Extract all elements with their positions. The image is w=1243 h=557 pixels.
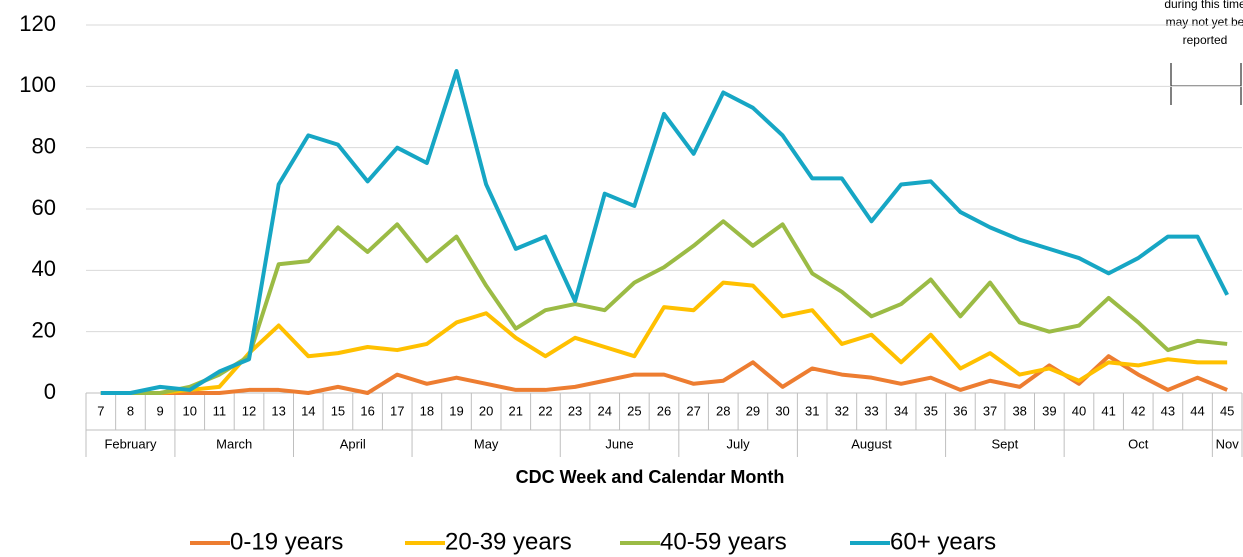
x-tick-label: 7 [97, 403, 104, 418]
x-tick-label: 28 [716, 403, 730, 418]
month-label: March [216, 436, 252, 451]
month-label: Nov [1216, 436, 1240, 451]
x-tick-label: 37 [983, 403, 997, 418]
annotation-bracket [1170, 63, 1242, 105]
month-label: April [340, 436, 366, 451]
x-tick-label: 34 [894, 403, 908, 418]
y-tick-label: 60 [32, 195, 56, 220]
month-label: February [104, 436, 157, 451]
y-tick-label: 0 [44, 379, 56, 404]
x-tick-label: 33 [864, 403, 878, 418]
month-label: August [851, 436, 892, 451]
x-tick-label: 43 [1161, 403, 1175, 418]
x-tick-label: 36 [953, 403, 967, 418]
x-tick-label: 41 [1101, 403, 1115, 418]
x-tick-label: 10 [183, 403, 197, 418]
y-tick-label: 100 [19, 72, 56, 97]
legend-label: 60+ years [890, 528, 996, 555]
y-tick-label: 40 [32, 256, 56, 281]
x-tick-label: 16 [360, 403, 374, 418]
x-tick-label: 13 [271, 403, 285, 418]
annotation: reported [1183, 33, 1228, 47]
x-tick-label: 22 [538, 403, 552, 418]
x-tick-label: 11 [213, 403, 227, 418]
month-label: May [474, 436, 499, 451]
x-tick-label: 27 [686, 403, 700, 418]
y-tick-label: 120 [19, 11, 56, 36]
x-tick-label: 44 [1190, 403, 1204, 418]
x-tick-label: 19 [449, 403, 463, 418]
y-tick-label: 80 [32, 133, 56, 158]
x-tick-label: 12 [242, 403, 256, 418]
x-tick-label: 39 [1042, 403, 1056, 418]
series-line [100, 219, 1228, 395]
x-tick-label: 18 [420, 403, 434, 418]
x-tick-label: 23 [568, 403, 582, 418]
legend-label: 20-39 years [445, 528, 572, 555]
x-tick-label: 26 [657, 403, 671, 418]
month-label: Sept [991, 436, 1018, 451]
x-tick-label: 20 [479, 403, 493, 418]
series-line [100, 69, 1229, 395]
x-tick-label: 45 [1220, 403, 1234, 418]
x-tick-label: 35 [924, 403, 938, 418]
x-tick-label: 40 [1072, 403, 1086, 418]
x-tick-label: 32 [835, 403, 849, 418]
x-axis-title: CDC Week and Calendar Month [516, 467, 785, 487]
series-line [100, 354, 1228, 395]
x-tick-label: 14 [301, 403, 315, 418]
x-tick-label: 9 [156, 403, 163, 418]
x-tick-label: 38 [1012, 403, 1026, 418]
month-label: Oct [1128, 436, 1149, 451]
x-tick-label: 31 [805, 403, 819, 418]
series-line [100, 280, 1228, 395]
month-label: June [605, 436, 633, 451]
month-label: July [727, 436, 751, 451]
annotation: during this time [1164, 0, 1243, 11]
x-tick-label: 29 [746, 403, 760, 418]
x-tick-label: 15 [331, 403, 345, 418]
x-tick-label: 42 [1131, 403, 1145, 418]
annotation: may not yet be [1166, 15, 1243, 29]
x-tick-label: 30 [775, 403, 789, 418]
x-tick-label: 21 [509, 403, 523, 418]
x-tick-label: 8 [127, 403, 134, 418]
legend-label: 0-19 years [230, 528, 343, 555]
legend-label: 40-59 years [660, 528, 787, 555]
x-tick-label: 24 [597, 403, 611, 418]
x-tick-label: 25 [627, 403, 641, 418]
y-tick-label: 20 [32, 317, 56, 342]
x-tick-label: 17 [390, 403, 404, 418]
